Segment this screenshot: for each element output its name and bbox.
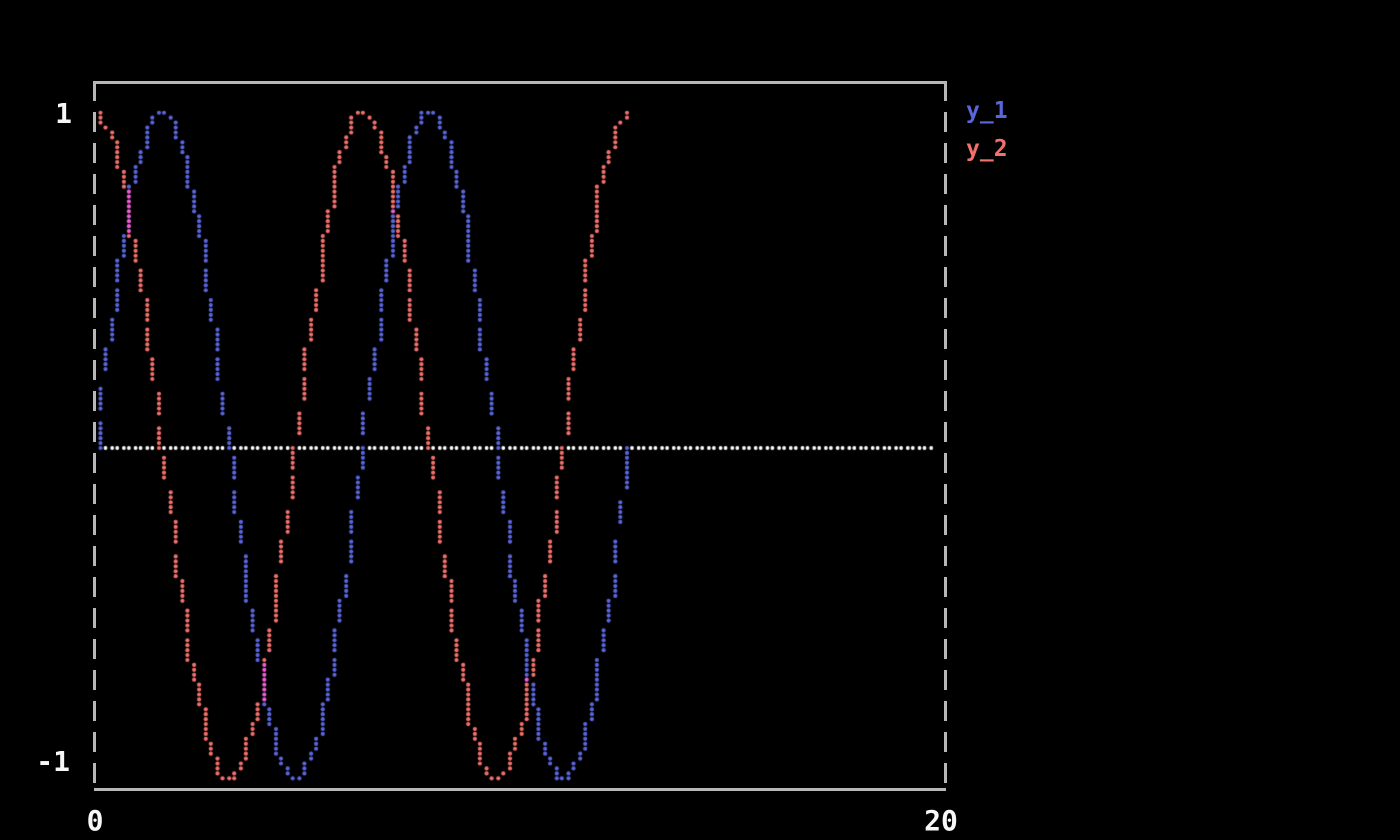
plot-border-right [944,81,947,791]
y-axis-tick-top: 1 [55,97,72,130]
plot-border-bottom [94,788,946,791]
legend-item-y1: y_1 [966,97,1008,126]
y-axis-tick-bottom: -1 [36,745,70,778]
legend-item-y2: y_2 [966,135,1008,164]
x-axis-tick-right: 20 [924,804,958,837]
plot-border-top [94,81,946,84]
x-axis-tick-left: 0 [86,804,104,837]
legend-label-y1: y_1 [966,98,1008,124]
legend: y_1 y_2 [966,97,1008,164]
plot-border-left [93,81,96,791]
legend-label-y2: y_2 [966,136,1008,162]
